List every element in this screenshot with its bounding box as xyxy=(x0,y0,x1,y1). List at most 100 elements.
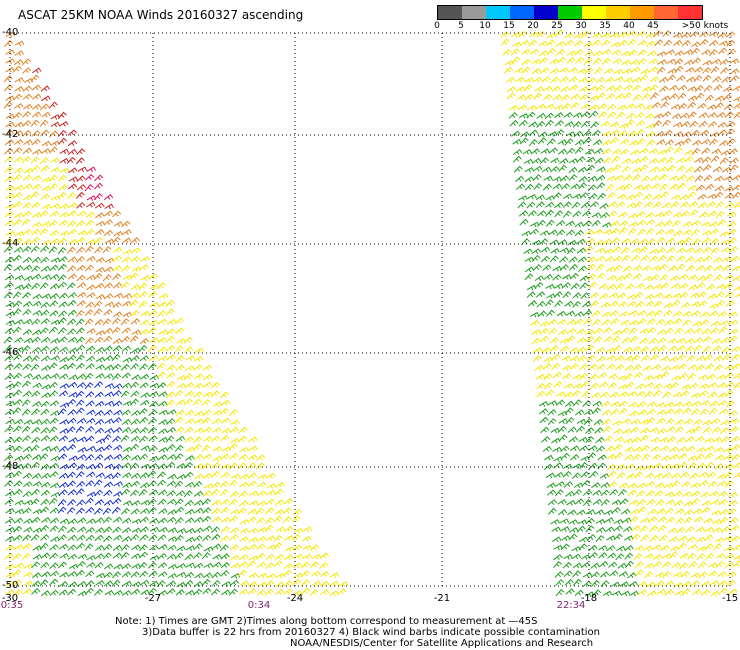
wind-barb xyxy=(94,534,104,542)
wind-barb xyxy=(49,507,59,514)
wind-barb xyxy=(601,222,612,228)
wind-barb xyxy=(5,203,16,210)
wind-barb xyxy=(677,363,687,370)
wind-barb xyxy=(658,534,668,542)
wind-barb xyxy=(572,562,583,569)
wind-barb xyxy=(157,310,166,318)
wind-barb xyxy=(649,346,659,353)
wind-barb xyxy=(564,121,575,127)
wind-barb xyxy=(283,569,292,577)
wind-barb xyxy=(637,228,646,236)
wind-barb xyxy=(631,533,641,541)
wind-barb xyxy=(41,481,51,488)
wind-barb xyxy=(12,569,22,577)
wind-barb xyxy=(645,32,655,39)
wind-barb xyxy=(527,210,537,217)
wind-barb xyxy=(166,354,176,361)
wind-barb xyxy=(719,157,729,165)
wind-barb xyxy=(596,166,606,173)
wind-barb xyxy=(574,589,584,597)
wind-barb xyxy=(623,84,633,91)
wind-barb xyxy=(131,563,141,569)
wind-barb xyxy=(612,164,622,172)
wind-barb xyxy=(175,364,185,371)
wind-barb xyxy=(40,103,50,111)
wind-barb xyxy=(682,407,692,415)
wind-barb xyxy=(709,228,719,235)
wind-barb xyxy=(658,263,668,271)
wind-barb xyxy=(265,562,275,570)
wind-barb xyxy=(77,526,87,533)
wind-barb xyxy=(636,30,646,37)
wind-barb xyxy=(660,282,670,290)
wind-barb xyxy=(76,282,87,289)
wind-barb xyxy=(86,409,96,416)
wind-barb xyxy=(131,347,141,354)
wind-barb xyxy=(275,481,285,488)
wind-barb xyxy=(165,435,175,443)
wind-barb xyxy=(610,227,620,235)
wind-barb xyxy=(704,273,714,281)
wind-barb xyxy=(564,383,574,389)
wind-barb xyxy=(576,418,587,425)
wind-barb xyxy=(612,345,622,352)
wind-barb xyxy=(604,76,615,83)
wind-barb xyxy=(544,112,554,120)
wind-barb xyxy=(697,291,707,299)
wind-barb xyxy=(147,362,157,371)
wind-barb xyxy=(577,256,587,263)
wind-barb xyxy=(594,157,604,164)
wind-barb xyxy=(588,193,598,201)
wind-barb xyxy=(76,417,87,424)
wind-barb xyxy=(67,480,76,488)
wind-barb xyxy=(616,463,626,471)
wind-barb xyxy=(569,355,580,362)
wind-barb xyxy=(542,445,552,452)
wind-barb xyxy=(614,174,624,181)
wind-barb xyxy=(671,480,680,488)
wind-barb xyxy=(158,543,168,550)
wind-barb xyxy=(212,418,222,425)
wind-barb xyxy=(13,488,23,496)
wind-barb xyxy=(651,364,662,370)
wind-barb xyxy=(586,156,596,163)
wind-barb xyxy=(557,56,567,64)
wind-barb xyxy=(624,283,635,290)
wind-barb xyxy=(95,228,105,235)
wind-barb xyxy=(211,516,222,523)
wind-barb xyxy=(607,382,617,389)
wind-barb xyxy=(67,309,77,317)
wind-barb xyxy=(664,401,675,408)
wind-barb xyxy=(580,455,590,462)
wind-barb xyxy=(23,318,33,325)
wind-barb xyxy=(273,534,283,543)
wind-barb xyxy=(103,409,113,416)
wind-barb xyxy=(733,373,740,379)
wind-barb xyxy=(94,561,104,569)
wind-barb xyxy=(701,500,712,507)
wind-barb xyxy=(67,489,77,496)
wind-barb xyxy=(595,346,606,353)
wind-barb xyxy=(635,465,645,471)
wind-barb xyxy=(112,552,123,559)
wind-barb xyxy=(86,518,96,525)
wind-barb xyxy=(626,119,635,127)
wind-barb xyxy=(538,40,548,47)
wind-barb xyxy=(540,426,550,434)
wind-barb xyxy=(657,254,667,263)
wind-barb xyxy=(526,111,536,119)
wind-barb xyxy=(503,66,514,74)
wind-barb xyxy=(600,489,610,497)
wind-barb xyxy=(714,446,724,453)
wind-barb xyxy=(704,452,714,460)
wind-barb xyxy=(579,372,588,381)
wind-barb xyxy=(176,338,186,344)
wind-barb xyxy=(609,488,619,496)
wind-barb xyxy=(636,482,647,489)
wind-barb xyxy=(555,391,566,398)
wind-barb xyxy=(549,337,559,344)
wind-barb xyxy=(583,417,593,426)
legend-swatch xyxy=(510,6,534,19)
wind-barb xyxy=(626,294,637,300)
wind-barb xyxy=(716,284,726,290)
